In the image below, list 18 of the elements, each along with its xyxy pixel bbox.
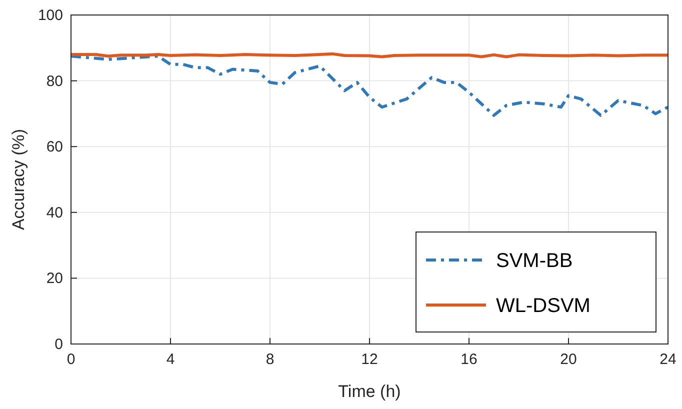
legend-label: SVM-BB (496, 250, 573, 272)
x-axis-title: Time (h) (338, 382, 401, 401)
y-tick-label: 40 (46, 204, 63, 222)
x-tick-label: 16 (460, 351, 478, 368)
x-tick-label: 12 (361, 351, 378, 368)
y-tick-label: 100 (38, 7, 63, 24)
line-series (70, 54, 670, 117)
y-tick-label: 0 (54, 336, 63, 353)
x-tick-label: 0 (66, 351, 76, 368)
y-tick-label: 80 (46, 72, 63, 90)
x-tick-label: 24 (660, 351, 676, 368)
x-tick-label: 8 (266, 351, 274, 368)
y-tick-label: 20 (46, 270, 63, 288)
legend-label: WL-DSVM (496, 295, 590, 317)
y-axis-title: Accuracy (%) (9, 128, 28, 230)
x-tick-label: 4 (166, 351, 175, 368)
y-tick-label: 60 (46, 138, 63, 156)
x-tick-label: 20 (560, 351, 577, 368)
